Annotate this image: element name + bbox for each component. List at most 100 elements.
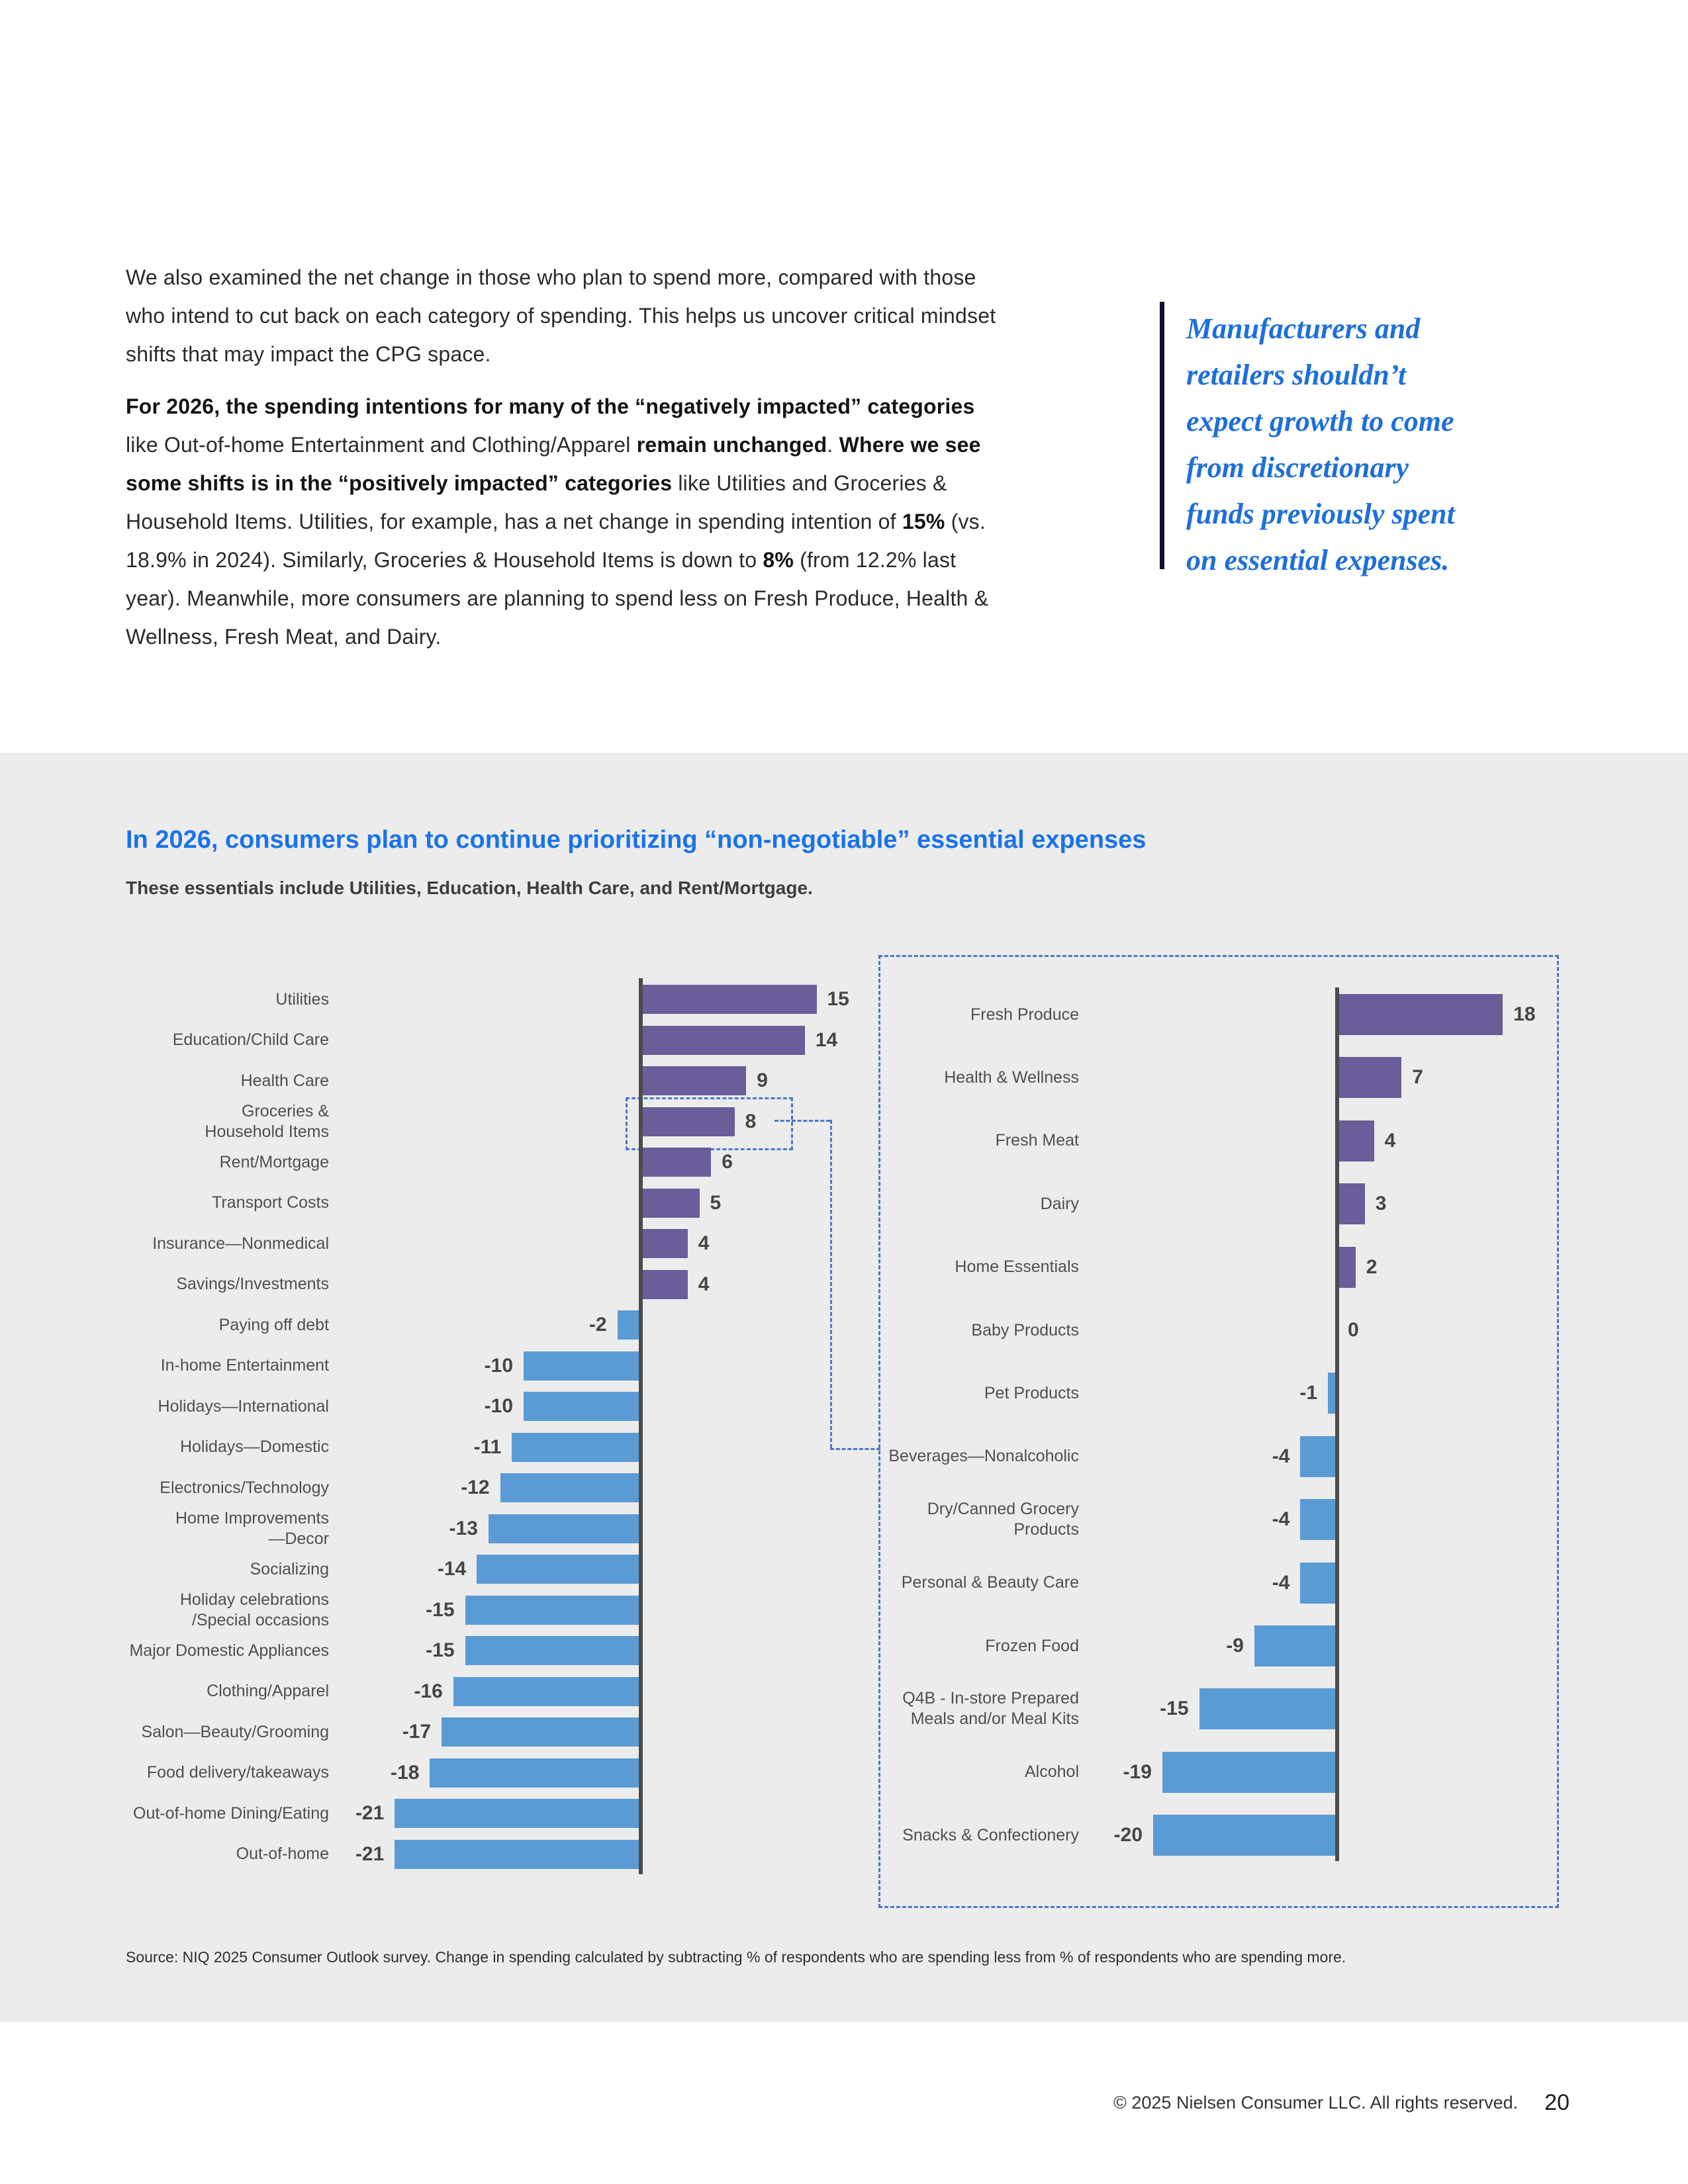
right-bar-value: -9 <box>1226 1635 1244 1657</box>
right-bar-label: Frozen Food <box>985 1636 1079 1655</box>
left-bar-value: -12 <box>461 1477 490 1498</box>
right-bar <box>1162 1751 1337 1793</box>
left-bar-value: 14 <box>815 1028 838 1051</box>
right-bar-value: -4 <box>1272 1508 1290 1531</box>
left-bar-value: 9 <box>757 1069 768 1091</box>
right-bar-label: Pet Products <box>984 1383 1079 1402</box>
text-segment: (vs. 18.9% in 2024). Similarly, Grocerie… <box>126 510 986 572</box>
left-bar-label: Electronics/Technology <box>160 1478 329 1497</box>
left-bar-label: Holidays—International <box>158 1396 329 1416</box>
connector-line-horizontal-top <box>774 1120 830 1122</box>
right-bar-value: -4 <box>1272 1571 1290 1594</box>
right-bar-label: Baby Products <box>971 1320 1079 1340</box>
left-bar-label: Groceries & Household Items <box>205 1101 329 1141</box>
chart-section-panel <box>0 752 1688 2022</box>
right-bar-value: -4 <box>1272 1445 1290 1467</box>
left-bar <box>524 1392 641 1421</box>
chart-section-subtitle: These essentials include Utilities, Educ… <box>126 878 813 898</box>
right-bar <box>1300 1435 1337 1477</box>
right-bar-label: Health & Wellness <box>944 1068 1079 1087</box>
page-footer: © 2025 Nielsen Consumer LLC. All rights … <box>1113 2090 1570 2116</box>
text-segment: like Out-of-home Entertainment and Cloth… <box>126 433 637 457</box>
right-bar-label: Snacks & Confectionery <box>902 1825 1079 1844</box>
right-bar <box>1328 1373 1337 1414</box>
left-bar <box>641 1188 700 1218</box>
left-bar-value: -17 <box>402 1721 432 1743</box>
left-bar <box>641 1269 688 1299</box>
left-bar-value: -2 <box>588 1314 607 1336</box>
left-bar <box>453 1676 641 1706</box>
right-bar <box>1254 1625 1337 1666</box>
left-bar <box>641 1107 735 1136</box>
pull-quote-rule <box>1160 302 1164 569</box>
chart-section-title: In 2026, consumers plan to continue prio… <box>126 826 1147 854</box>
left-bar-value: -14 <box>437 1558 467 1580</box>
grocery-subcategory-dashed-box <box>878 955 1559 1908</box>
right-bar-value: 0 <box>1348 1319 1359 1341</box>
left-bar-label: Transport Costs <box>212 1193 329 1212</box>
left-bar-label: Paying off debt <box>218 1315 329 1334</box>
right-bar-value: 4 <box>1384 1129 1396 1152</box>
right-bar-label: Beverages—Nonalcoholic <box>888 1447 1079 1466</box>
intro-paragraph-2: For 2026, the spending intentions for ma… <box>126 387 1006 656</box>
right-bar-label: Home Essentials <box>955 1257 1079 1277</box>
right-bar-label: Fresh Produce <box>970 1005 1079 1024</box>
left-bar-label: Education/Child Care <box>172 1030 329 1049</box>
source-note: Source: NIQ 2025 Consumer Outlook survey… <box>126 1948 1346 1966</box>
pull-quote-line: funds previously spent <box>1186 498 1455 530</box>
left-bar-value: 15 <box>827 988 849 1010</box>
left-bar-label: Out-of-home Dining/Eating <box>133 1803 329 1823</box>
left-bar-label: Home Improvements —Decor <box>175 1508 329 1548</box>
left-bar <box>488 1514 641 1543</box>
text-segment: . <box>827 433 839 457</box>
left-bar <box>641 985 817 1014</box>
left-bar-value: -10 <box>484 1354 513 1377</box>
left-bar-value: 4 <box>698 1232 710 1254</box>
left-bar-label: Salon—Beauty/Grooming <box>141 1722 329 1741</box>
right-bar <box>1337 1057 1402 1099</box>
pull-quote-line: retailers shouldn’t <box>1186 359 1407 391</box>
left-bar <box>641 1066 747 1095</box>
right-chart-axis <box>1335 987 1339 1861</box>
left-chart-axis <box>639 978 643 1874</box>
right-bar-label: Dry/Canned Grocery Products <box>927 1500 1079 1539</box>
right-bar-value: -1 <box>1299 1382 1318 1404</box>
intro-paragraph-1: We also examined the net change in those… <box>126 265 996 366</box>
right-bar <box>1300 1562 1337 1604</box>
right-bar <box>1337 1120 1374 1161</box>
text-segment: For 2026, the spending intentions for ma… <box>126 394 975 418</box>
right-bar-value: -20 <box>1113 1824 1143 1846</box>
left-bar-label: Clothing/Apparel <box>207 1682 329 1700</box>
left-bar <box>465 1636 641 1665</box>
right-bar <box>1300 1499 1337 1541</box>
text-segment: 15% <box>902 510 945 533</box>
right-bar-label: Alcohol <box>1025 1762 1079 1782</box>
left-bar-label: Food delivery/takeaways <box>146 1763 329 1782</box>
right-bar-value: 7 <box>1412 1066 1423 1089</box>
left-bar-value: -16 <box>414 1680 443 1702</box>
left-bar <box>395 1799 641 1828</box>
left-bar <box>641 1229 688 1258</box>
text-segment: 8% <box>763 548 794 572</box>
left-bar-label: Insurance—Nonmedical <box>152 1234 329 1253</box>
left-bar-label: Socializing <box>250 1559 329 1578</box>
left-bar <box>477 1555 641 1584</box>
page-number: 20 <box>1544 2090 1570 2115</box>
copyright-text: © 2025 Nielsen Consumer LLC. All rights … <box>1113 2093 1519 2113</box>
left-bar <box>524 1351 641 1381</box>
pull-quote: Manufacturers and retailers shouldn’t expe… <box>1186 306 1570 584</box>
right-bar-value: -15 <box>1160 1698 1189 1720</box>
left-bar-value: -15 <box>426 1639 455 1661</box>
right-bar <box>1337 1246 1356 1288</box>
left-bar-value: 6 <box>722 1151 733 1173</box>
left-bar-label: Utilities <box>275 989 329 1009</box>
right-bar-label: Q4B - In-store Prepared Meals and/or Mea… <box>902 1689 1079 1729</box>
left-bar-value: -11 <box>473 1435 502 1458</box>
right-bar-label: Personal & Beauty Care <box>901 1573 1079 1592</box>
left-bar-label: Holiday celebrations /Special occasions <box>179 1590 329 1629</box>
left-bar <box>617 1310 641 1340</box>
left-bar <box>500 1473 641 1502</box>
pull-quote-line: on essential expenses. <box>1186 544 1450 576</box>
left-bar <box>430 1758 641 1788</box>
